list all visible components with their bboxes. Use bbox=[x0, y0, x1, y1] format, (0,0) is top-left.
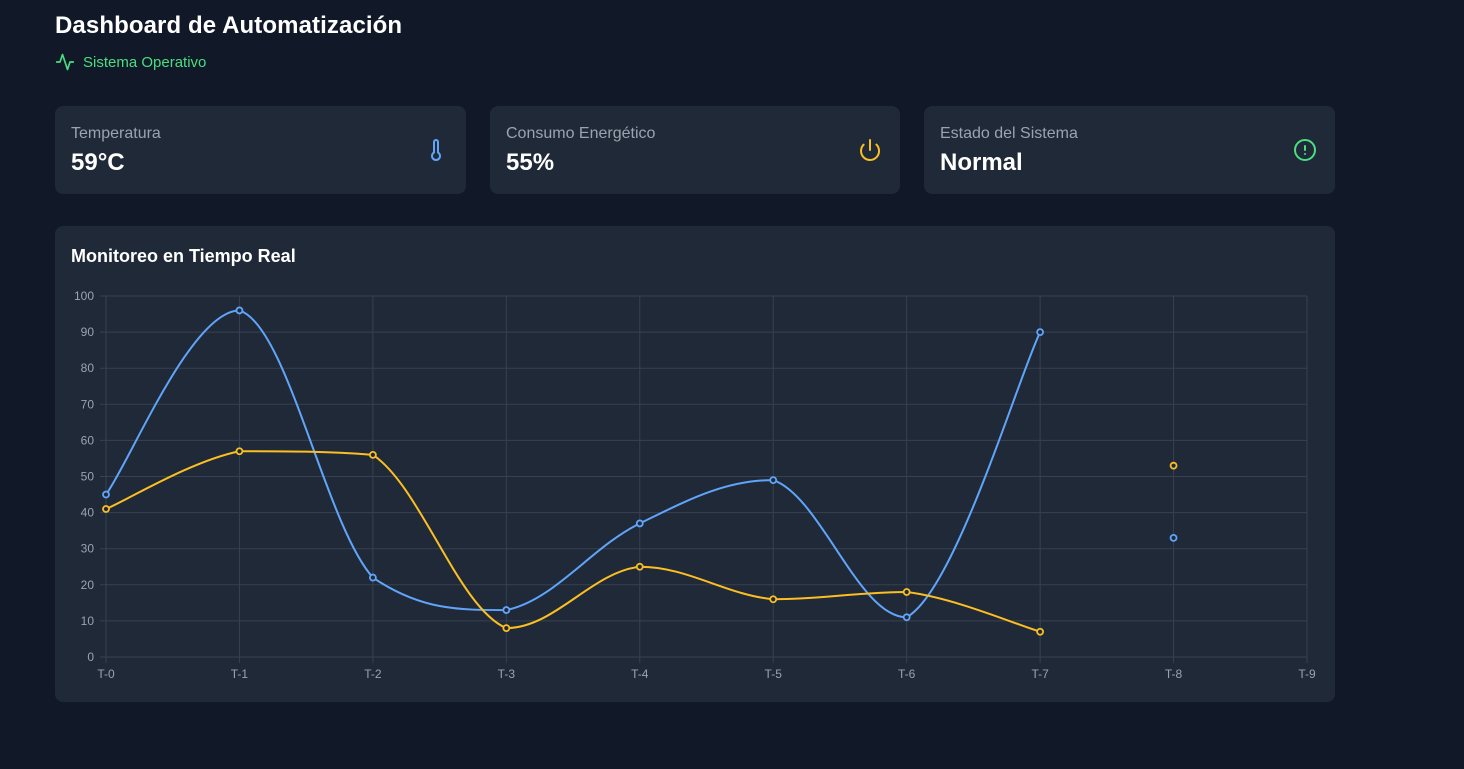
y-tick-label: 10 bbox=[81, 614, 95, 628]
x-tick-label: T-8 bbox=[1165, 667, 1183, 681]
line-chart: 0 10 20 30 40 50 60 70 80 90 100 T-0 T-1 T-2 T-3 T-4 T-5… bbox=[74, 289, 1316, 681]
data-point bbox=[1036, 627, 1045, 636]
y-tick-label: 60 bbox=[81, 433, 95, 447]
activity-icon bbox=[55, 52, 75, 72]
page-title: Dashboard de Automatización bbox=[55, 12, 403, 39]
x-tick-label: T-7 bbox=[1031, 667, 1049, 681]
data-point bbox=[102, 505, 110, 513]
data-point bbox=[769, 476, 778, 485]
x-tick-label: T-9 bbox=[1298, 667, 1316, 681]
data-point bbox=[502, 606, 511, 614]
thermometer-icon bbox=[424, 138, 448, 162]
data-point bbox=[502, 624, 511, 633]
chart-title: Monitoreo en Tiempo Real bbox=[71, 246, 296, 266]
x-tick-label: T-2 bbox=[364, 667, 382, 681]
data-point bbox=[635, 562, 644, 571]
x-tick-label: T-0 bbox=[97, 667, 115, 681]
series-line bbox=[105, 309, 1042, 619]
data-point bbox=[902, 588, 911, 596]
y-tick-label: 20 bbox=[81, 578, 95, 592]
series-line bbox=[105, 450, 1041, 633]
data-point bbox=[1169, 461, 1178, 470]
y-tick-label: 100 bbox=[74, 289, 94, 303]
data-point bbox=[102, 490, 110, 499]
temperature-card: Temperatura 59°C bbox=[55, 106, 466, 194]
system-state-value: Normal bbox=[940, 149, 1023, 176]
y-tick-label: 90 bbox=[81, 325, 95, 339]
y-tick-label: 50 bbox=[81, 470, 95, 484]
y-tick-label: 80 bbox=[81, 361, 95, 375]
power-icon bbox=[858, 138, 882, 162]
temperature-label: Temperatura bbox=[71, 125, 161, 142]
data-point bbox=[368, 450, 377, 459]
alert-circle-icon bbox=[1293, 138, 1317, 162]
x-tick-label: T-6 bbox=[898, 667, 916, 681]
system-state-label: Estado del Sistema bbox=[940, 125, 1078, 142]
data-point bbox=[635, 519, 644, 528]
status-text: Sistema Operativo bbox=[83, 53, 207, 71]
data-point bbox=[1036, 328, 1045, 336]
data-point bbox=[1169, 533, 1178, 542]
system-status: Sistema Operativo bbox=[55, 52, 206, 72]
y-tick-label: 30 bbox=[81, 542, 95, 556]
data-point bbox=[235, 306, 244, 315]
y-tick-label: 70 bbox=[81, 397, 95, 411]
y-tick-label: 40 bbox=[81, 506, 95, 520]
energy-value: 55% bbox=[506, 149, 555, 176]
data-point bbox=[368, 573, 377, 582]
y-tick-label: 0 bbox=[87, 650, 94, 664]
x-tick-label: T-1 bbox=[231, 667, 249, 681]
energy-card: Consumo Energético 55% bbox=[490, 106, 900, 194]
chart-panel: Monitoreo en Tiempo Real 0 10 20 30 40 50 60 70… bbox=[55, 226, 1335, 702]
x-tick-label: T-4 bbox=[631, 667, 649, 681]
system-state-card: Estado del Sistema Normal bbox=[924, 106, 1335, 194]
data-point bbox=[769, 595, 778, 604]
temperature-value: 59°C bbox=[71, 149, 125, 176]
data-point bbox=[902, 613, 911, 622]
energy-label: Consumo Energético bbox=[506, 125, 656, 142]
x-tick-label: T-3 bbox=[498, 667, 516, 681]
data-point bbox=[235, 447, 244, 456]
x-tick-label: T-5 bbox=[765, 667, 783, 681]
